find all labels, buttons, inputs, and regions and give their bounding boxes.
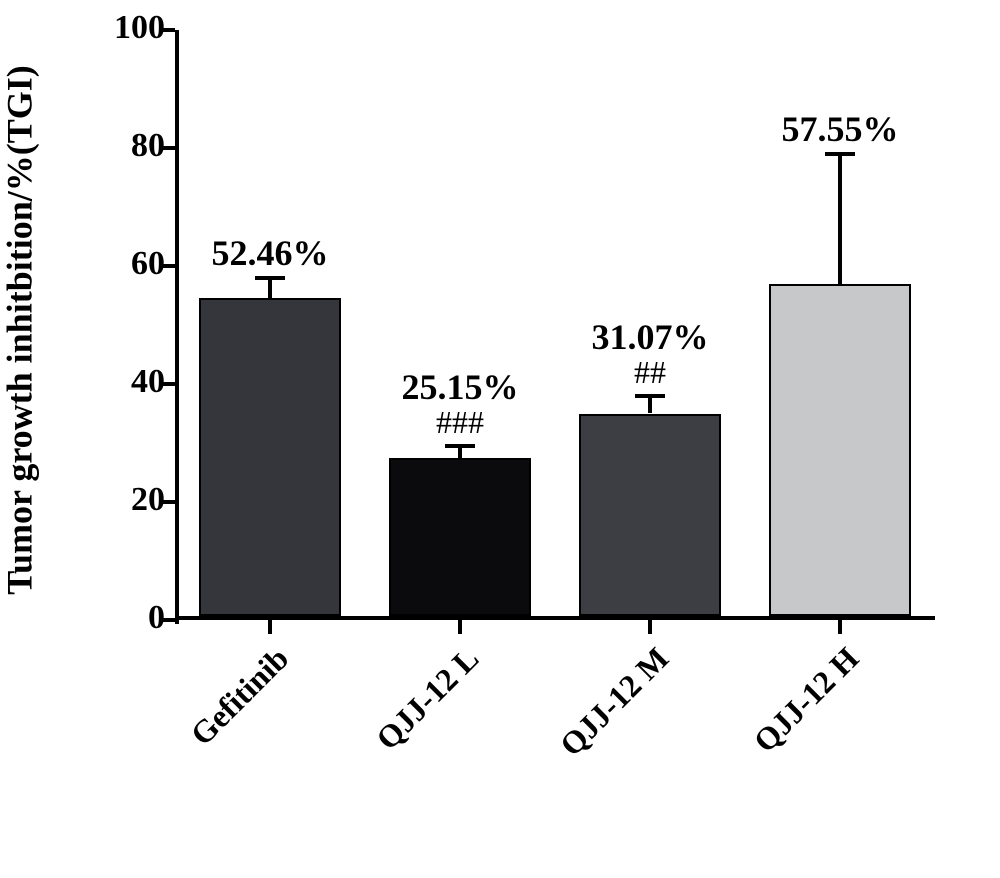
bar — [199, 298, 342, 616]
significance-label: ### — [380, 404, 540, 441]
value-label: 25.15% — [360, 366, 560, 408]
error-cap — [635, 394, 665, 398]
x-axis-line — [175, 616, 935, 620]
x-tick — [268, 620, 272, 634]
error-cap — [825, 152, 855, 156]
chart-container: Tumor growth inhitbition/%(TGI) 52.46%Ge… — [0, 0, 1000, 822]
x-tick — [458, 620, 462, 634]
x-tick — [838, 620, 842, 634]
y-axis-title: Tumor growth inhitbition/%(TGI) — [0, 65, 41, 594]
error-bar — [838, 154, 842, 284]
value-label: 52.46% — [170, 232, 370, 274]
error-bar — [268, 278, 272, 299]
y-tick-label: 20 — [95, 481, 165, 519]
y-tick-label: 40 — [95, 363, 165, 401]
plot-area: 52.46%Gefitinib###25.15%QJJ-12 L##31.07%… — [175, 30, 935, 620]
value-label: 31.07% — [550, 316, 750, 358]
y-axis-title-wrap: Tumor growth inhitbition/%(TGI) — [0, 0, 50, 660]
y-tick-label: 0 — [95, 599, 165, 637]
significance-label: ## — [570, 354, 730, 391]
value-label: 57.55% — [740, 108, 940, 150]
y-tick-label: 80 — [95, 127, 165, 165]
x-tick — [648, 620, 652, 634]
error-bar — [648, 396, 652, 414]
bar — [579, 414, 722, 617]
error-cap — [255, 276, 285, 280]
y-tick-label: 60 — [95, 245, 165, 283]
bar — [769, 284, 912, 616]
y-tick-label: 100 — [95, 9, 165, 47]
y-axis-line — [175, 30, 179, 624]
bar — [389, 458, 532, 616]
error-cap — [445, 444, 475, 448]
